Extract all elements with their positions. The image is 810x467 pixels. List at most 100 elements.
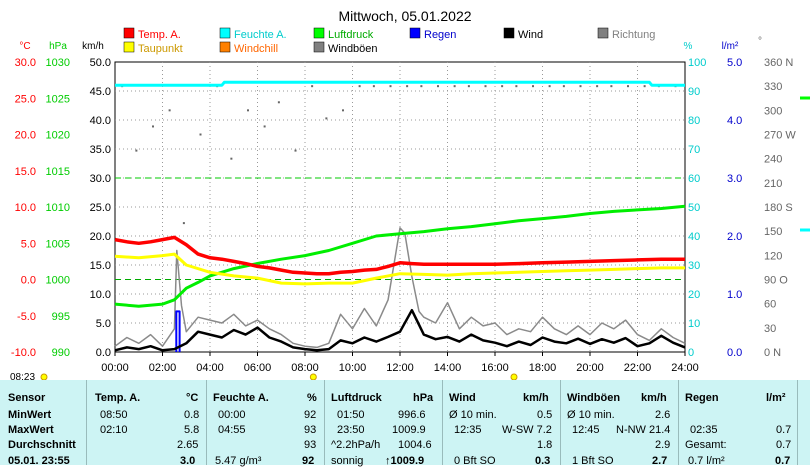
axis-tick-temp_c: 30.0 — [15, 57, 36, 69]
axis-tick-lm2: 4.0 — [727, 115, 742, 127]
axis-tick-hpa: 995 — [52, 311, 70, 323]
header-temp-unit: °C — [186, 392, 199, 404]
series-temp — [114, 235, 685, 276]
cell-extra: 5.47 g/m³ — [215, 455, 262, 467]
legend-swatch — [597, 27, 609, 39]
axis-tick-temp_c: 0.0 — [21, 275, 36, 287]
cell-value: 0.7 — [776, 424, 792, 436]
legend-swatch — [219, 41, 231, 53]
axis-tick-kmh: 35.0 — [90, 144, 111, 156]
axis-tick-temp_c: -10.0 — [11, 347, 36, 359]
col-divider — [797, 380, 798, 465]
direction-point — [467, 85, 470, 88]
axis-tick-dir: 210 — [764, 178, 782, 190]
cell-value: 2.65 — [177, 439, 199, 451]
axis-tick-kmh: 0.0 — [96, 347, 111, 359]
cell-desc: Ø 10 min. — [449, 409, 497, 421]
axis-tick-temp_c: -5.0 — [17, 311, 36, 323]
legend-label: Richtung — [612, 29, 655, 41]
direction-point — [294, 149, 297, 152]
header-feuchte: Feuchte A. — [213, 392, 269, 404]
header-wind: Wind — [449, 392, 476, 404]
x-tick-label: 08:00 — [291, 362, 319, 374]
direction-point — [168, 109, 171, 112]
sun-icon — [510, 373, 518, 380]
axis-tick-kmh: 15.0 — [90, 260, 111, 272]
cell-dir: N-NW 21.4 — [616, 424, 671, 436]
axis-tick-pct: 60 — [688, 173, 700, 185]
cell-time: 23:50 — [337, 424, 365, 436]
axis-tick-kmh: 20.0 — [90, 231, 111, 243]
cell-extra: 0 Bft SO — [454, 455, 496, 467]
sun-icon — [309, 373, 317, 380]
legend-label: Feuchte A. — [234, 29, 287, 41]
cell-time: 01:50 — [337, 409, 365, 421]
direction-point — [152, 125, 154, 128]
x-tick-label: 14:00 — [434, 362, 462, 374]
axis-tick-kmh: 25.0 — [90, 202, 111, 214]
axis-tick-dir: 180 S — [764, 202, 793, 214]
cell-desc: 12:35 — [454, 424, 482, 436]
axis-tick-dir: 360 N — [764, 57, 793, 69]
col-divider — [442, 380, 443, 465]
legend-swatch — [313, 27, 325, 39]
x-tick-label: 24:00 — [671, 362, 699, 374]
cell-desc: 12:45 — [572, 424, 600, 436]
legend-label: Temp. A. — [138, 29, 181, 41]
axis-tick-hpa: 1005 — [46, 238, 70, 250]
cell-time: 08:50 — [100, 409, 128, 421]
axis-tick-kmh: 45.0 — [90, 86, 111, 98]
cell-value: 1004.6 — [398, 439, 432, 451]
axis-label-pct: % — [684, 41, 693, 52]
axis-tick-dir: 30 — [764, 323, 776, 335]
cell-time: 02:10 — [100, 424, 128, 436]
series-wind — [114, 308, 686, 352]
chart-title: Mittwoch, 05.01.2022 — [338, 8, 471, 24]
axis-tick-temp_c: 20.0 — [15, 130, 36, 142]
legend-swatch — [503, 27, 515, 39]
direction-point — [579, 85, 582, 88]
cell-dir: W-SW 7.2 — [502, 424, 552, 436]
axis-tick-temp_c: 5.0 — [21, 238, 36, 250]
header-regen: Regen — [685, 392, 719, 404]
axis-tick-temp_c: 25.0 — [15, 93, 36, 105]
legend-swatch — [313, 41, 325, 53]
series-feuchte — [115, 80, 685, 87]
x-tick-label: 06:00 — [244, 362, 272, 374]
axis-tick-kmh: 50.0 — [90, 57, 111, 69]
direction-point — [199, 133, 202, 136]
col-divider — [86, 380, 87, 465]
cell-value: 0.3 — [535, 455, 551, 467]
col-divider — [206, 380, 207, 465]
series-regen — [175, 310, 181, 352]
legend-label: Luftdruck — [328, 29, 374, 41]
axis-tick-dir: 300 — [764, 105, 782, 117]
sun-icon — [40, 373, 48, 380]
direction-point — [311, 85, 314, 88]
axis-tick-pct: 90 — [688, 86, 700, 98]
cell-value: 0.5 — [537, 409, 553, 421]
direction-point — [596, 85, 599, 88]
header-luftdruck: Luftdruck — [331, 392, 382, 404]
axis-tick-dir: 150 — [764, 226, 782, 238]
x-tick-label: 04:00 — [196, 362, 224, 374]
header-regen-unit: l/m² — [766, 392, 786, 404]
direction-point — [453, 85, 456, 88]
axis-tick-hpa: 1015 — [46, 166, 70, 178]
header-wind-unit: km/h — [523, 392, 549, 404]
axis-tick-dir: 120 — [764, 250, 782, 262]
direction-point — [437, 85, 439, 88]
direction-point — [501, 85, 504, 88]
axis-tick-pct: 80 — [688, 115, 700, 127]
axis-label-temp_c: °C — [19, 41, 30, 52]
direction-point — [643, 85, 646, 88]
cell-value: 2.9 — [655, 439, 671, 451]
cell-value: 5.8 — [184, 424, 200, 436]
direction-point — [358, 85, 361, 88]
axis-tick-lm2: 5.0 — [727, 57, 742, 69]
axis-tick-dir: 60 — [764, 299, 776, 311]
axis-tick-pct: 50 — [688, 202, 700, 214]
cell-value: 3.0 — [180, 455, 196, 467]
axis-label-dir: ° — [758, 36, 762, 47]
header-boeen-unit: km/h — [641, 392, 667, 404]
